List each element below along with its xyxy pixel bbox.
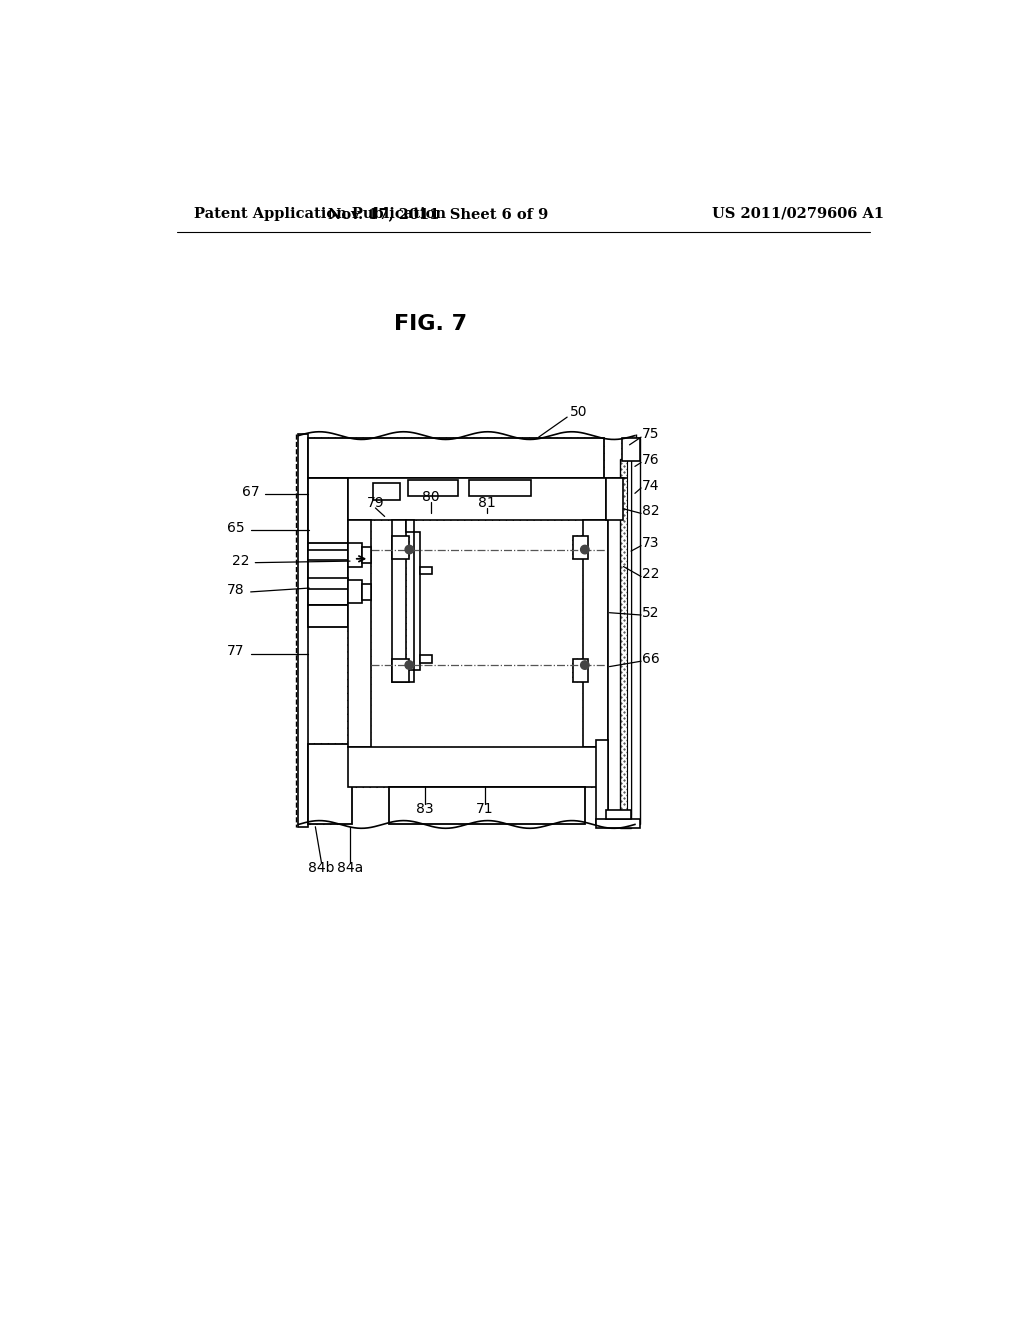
Text: 84b: 84b: [308, 862, 335, 875]
Circle shape: [406, 661, 414, 669]
Bar: [469, 480, 531, 496]
Bar: [572, 536, 588, 558]
Bar: [361, 585, 371, 599]
Bar: [407, 671, 414, 682]
Bar: [414, 532, 420, 671]
Text: 73: 73: [642, 536, 659, 550]
Bar: [420, 566, 432, 574]
Text: FIG. 7: FIG. 7: [394, 314, 467, 334]
Bar: [408, 480, 458, 496]
Text: 75: 75: [642, 428, 659, 441]
Bar: [373, 483, 400, 500]
Bar: [307, 544, 348, 554]
Bar: [392, 536, 410, 558]
Text: 71: 71: [476, 803, 494, 816]
Text: 83: 83: [416, 803, 433, 816]
Text: 65: 65: [227, 521, 245, 535]
Bar: [596, 818, 640, 829]
Bar: [307, 549, 348, 561]
Bar: [631, 438, 640, 825]
Bar: [361, 548, 371, 562]
Text: 50: 50: [569, 405, 587, 420]
Bar: [608, 478, 636, 825]
Text: Nov. 17, 2011  Sheet 6 of 9: Nov. 17, 2011 Sheet 6 of 9: [329, 207, 549, 220]
Text: 66: 66: [642, 652, 659, 665]
Circle shape: [581, 545, 589, 554]
Bar: [388, 788, 585, 825]
Text: 52: 52: [642, 606, 659, 619]
Bar: [298, 434, 307, 826]
Text: Patent Application Publication: Patent Application Publication: [194, 207, 445, 220]
Text: 74: 74: [642, 479, 659, 492]
Circle shape: [581, 661, 589, 669]
Bar: [348, 478, 605, 520]
Bar: [307, 438, 604, 478]
Bar: [605, 478, 623, 520]
Bar: [307, 578, 348, 589]
Bar: [348, 544, 361, 566]
Bar: [307, 743, 351, 825]
Bar: [420, 655, 432, 663]
Bar: [392, 520, 407, 682]
Text: 81: 81: [478, 496, 496, 511]
Text: 79: 79: [367, 496, 384, 511]
Bar: [606, 810, 631, 818]
Text: 77: 77: [227, 644, 245, 659]
Bar: [307, 478, 348, 605]
Bar: [622, 438, 640, 461]
Bar: [348, 581, 361, 603]
Bar: [620, 459, 631, 829]
Text: 22: 22: [642, 568, 659, 581]
Circle shape: [406, 545, 414, 554]
Bar: [348, 520, 371, 747]
Text: US 2011/0279606 A1: US 2011/0279606 A1: [712, 207, 884, 220]
Bar: [584, 520, 608, 747]
Bar: [572, 659, 588, 682]
Bar: [596, 739, 608, 825]
Bar: [348, 747, 608, 788]
Bar: [407, 520, 414, 532]
Text: 76: 76: [642, 453, 659, 467]
Bar: [307, 605, 348, 627]
Text: 78: 78: [227, 582, 245, 597]
Bar: [628, 438, 631, 816]
Text: 84a: 84a: [337, 862, 364, 875]
Text: 80: 80: [422, 490, 439, 504]
Text: 67: 67: [243, 484, 260, 499]
Text: 82: 82: [642, 504, 659, 517]
Bar: [392, 659, 410, 682]
Text: 22: 22: [231, 554, 249, 568]
